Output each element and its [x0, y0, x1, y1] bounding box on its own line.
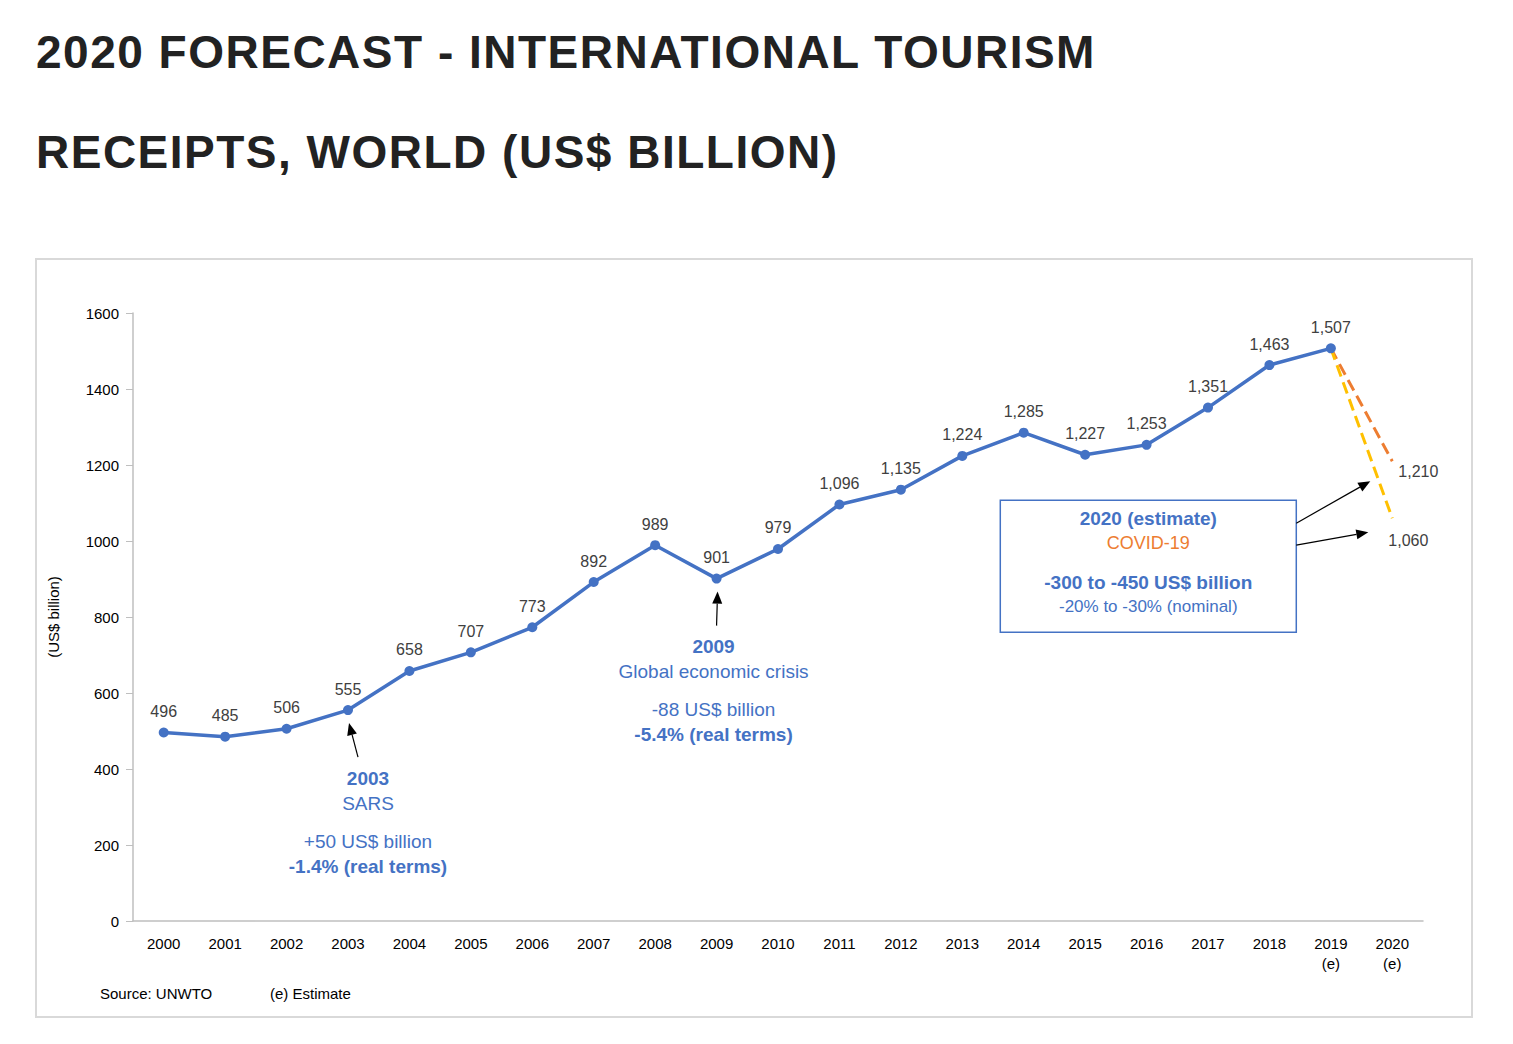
svg-text:400: 400: [94, 761, 119, 778]
svg-text:2002: 2002: [270, 935, 303, 952]
svg-text:2012: 2012: [884, 935, 917, 952]
svg-text:658: 658: [396, 641, 423, 658]
svg-text:2016: 2016: [1130, 935, 1163, 952]
svg-text:1400: 1400: [86, 381, 119, 398]
svg-text:2003: 2003: [331, 935, 364, 952]
html-text:2020 FORECAST - INTERNATIONAL: 2020 FORECAST - INTERNATIONAL TOURISM RE…: [36, 26, 1096, 178]
svg-text:SARS: SARS: [342, 793, 394, 814]
svg-text:(e) Estimate: (e) Estimate: [270, 985, 351, 1002]
svg-text:1,096: 1,096: [819, 475, 859, 492]
svg-text:2018: 2018: [1253, 935, 1286, 952]
svg-text:-1.4% (real terms): -1.4% (real terms): [289, 856, 447, 877]
svg-text:-88 US$ billion: -88 US$ billion: [652, 699, 776, 720]
svg-text:2009: 2009: [700, 935, 733, 952]
svg-text:1000: 1000: [86, 533, 119, 550]
svg-text:COVID-19: COVID-19: [1107, 533, 1190, 553]
svg-text:2001: 2001: [208, 935, 241, 952]
svg-text:1,060: 1,060: [1388, 532, 1428, 549]
svg-text:(e): (e): [1322, 955, 1340, 972]
svg-text:1,285: 1,285: [1004, 403, 1044, 420]
svg-text:2003: 2003: [347, 768, 389, 789]
svg-text:+50 US$ billion: +50 US$ billion: [304, 831, 432, 852]
svg-text:1,210: 1,210: [1398, 463, 1438, 480]
svg-text:-300 to -450 US$ billion: -300 to -450 US$ billion: [1044, 572, 1252, 593]
svg-text:555: 555: [335, 681, 362, 698]
svg-text:2020: 2020: [1376, 935, 1409, 952]
svg-text:707: 707: [458, 623, 485, 640]
svg-text:2004: 2004: [393, 935, 426, 952]
svg-text:773: 773: [519, 598, 546, 615]
svg-text:Source: UNWTO: Source: UNWTO: [100, 985, 212, 1002]
svg-text:0: 0: [111, 913, 119, 930]
svg-text:-5.4% (real terms): -5.4% (real terms): [634, 724, 792, 745]
svg-text:989: 989: [642, 516, 669, 533]
svg-text:Global economic crisis: Global economic crisis: [619, 661, 809, 682]
svg-text:2006: 2006: [516, 935, 549, 952]
svg-text:496: 496: [150, 703, 177, 720]
svg-text:979: 979: [765, 519, 792, 536]
svg-text:485: 485: [212, 707, 239, 724]
svg-text:(US$ billion): (US$ billion): [45, 576, 62, 658]
svg-text:1,463: 1,463: [1249, 336, 1289, 353]
svg-text:2019: 2019: [1314, 935, 1347, 952]
svg-text:2005: 2005: [454, 935, 487, 952]
svg-text:1200: 1200: [86, 457, 119, 474]
svg-text:2014: 2014: [1007, 935, 1040, 952]
svg-text:2013: 2013: [946, 935, 979, 952]
svg-text:2011: 2011: [823, 935, 855, 952]
svg-text:800: 800: [94, 609, 119, 626]
svg-text:1600: 1600: [86, 305, 119, 322]
svg-text:901: 901: [703, 549, 730, 566]
svg-text:506: 506: [273, 699, 300, 716]
svg-text:2009: 2009: [692, 636, 734, 657]
svg-text:2008: 2008: [638, 935, 671, 952]
svg-text:200: 200: [94, 837, 119, 854]
svg-text:1,224: 1,224: [942, 426, 982, 443]
svg-text:2020 (estimate): 2020 (estimate): [1080, 508, 1217, 529]
svg-text:1,351: 1,351: [1188, 378, 1228, 395]
svg-text:1,227: 1,227: [1065, 425, 1105, 442]
svg-text:2007: 2007: [577, 935, 610, 952]
svg-text:2015: 2015: [1068, 935, 1101, 952]
svg-text:2000: 2000: [147, 935, 180, 952]
svg-text:2017: 2017: [1191, 935, 1224, 952]
svg-text:600: 600: [94, 685, 119, 702]
svg-text:-20% to -30% (nominal): -20% to -30% (nominal): [1059, 597, 1238, 616]
svg-text:1,507: 1,507: [1311, 319, 1351, 336]
svg-text:1,253: 1,253: [1127, 415, 1167, 432]
svg-text:2010: 2010: [761, 935, 794, 952]
svg-text:892: 892: [580, 553, 607, 570]
svg-text:(e): (e): [1383, 955, 1401, 972]
svg-text:1,135: 1,135: [881, 460, 921, 477]
